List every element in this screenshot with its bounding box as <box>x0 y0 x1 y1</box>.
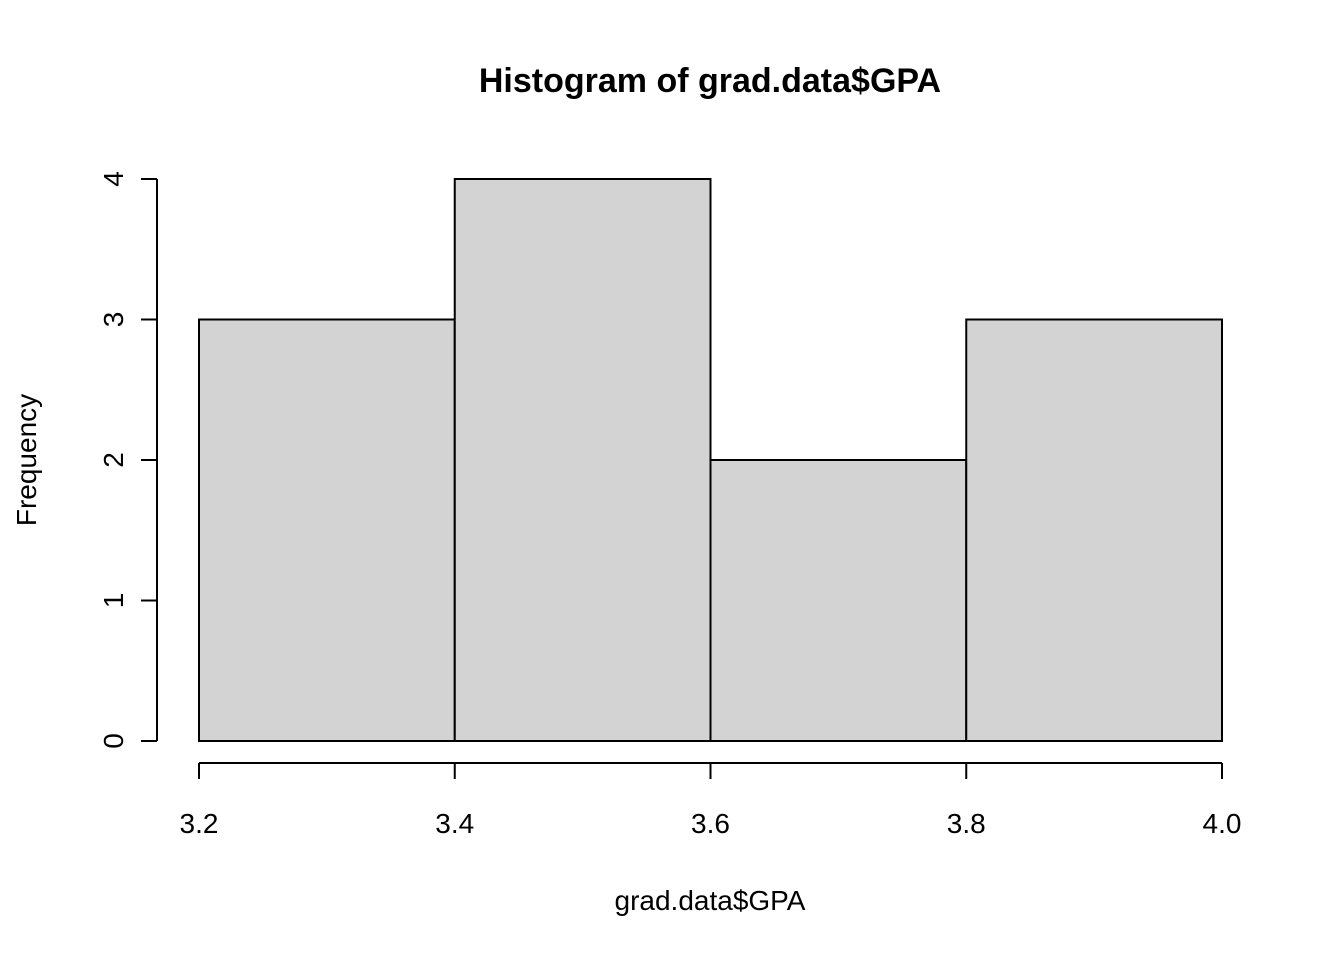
y-tick-label-2: 2 <box>98 452 129 468</box>
bars-group <box>198 178 1223 742</box>
histogram-bar-1 <box>453 178 712 742</box>
x-tick-label-1: 3.4 <box>435 808 474 839</box>
y-tick-label-1: 1 <box>98 593 129 609</box>
x-tick-label-2: 3.6 <box>691 808 730 839</box>
x-axis-label: grad.data$GPA <box>615 885 806 916</box>
chart-title: Histogram of grad.data$GPA <box>479 62 941 100</box>
y-axis-label: Frequency <box>11 394 42 526</box>
histogram-bar-0 <box>198 318 456 742</box>
x-tick-label-3: 3.8 <box>947 808 986 839</box>
y-tick-label-3: 3 <box>98 312 129 328</box>
y-tick-label-0: 0 <box>98 733 129 749</box>
y-axis: 0 1 2 3 4 <box>98 171 158 749</box>
x-tick-label-4: 4.0 <box>1203 808 1242 839</box>
histogram-bar-3 <box>965 318 1223 742</box>
y-tick-label-4: 4 <box>98 171 129 187</box>
histogram-bar-2 <box>709 459 968 742</box>
x-axis: 3.2 3.4 3.6 3.8 4.0 <box>180 762 1242 839</box>
x-tick-label-0: 3.2 <box>180 808 219 839</box>
